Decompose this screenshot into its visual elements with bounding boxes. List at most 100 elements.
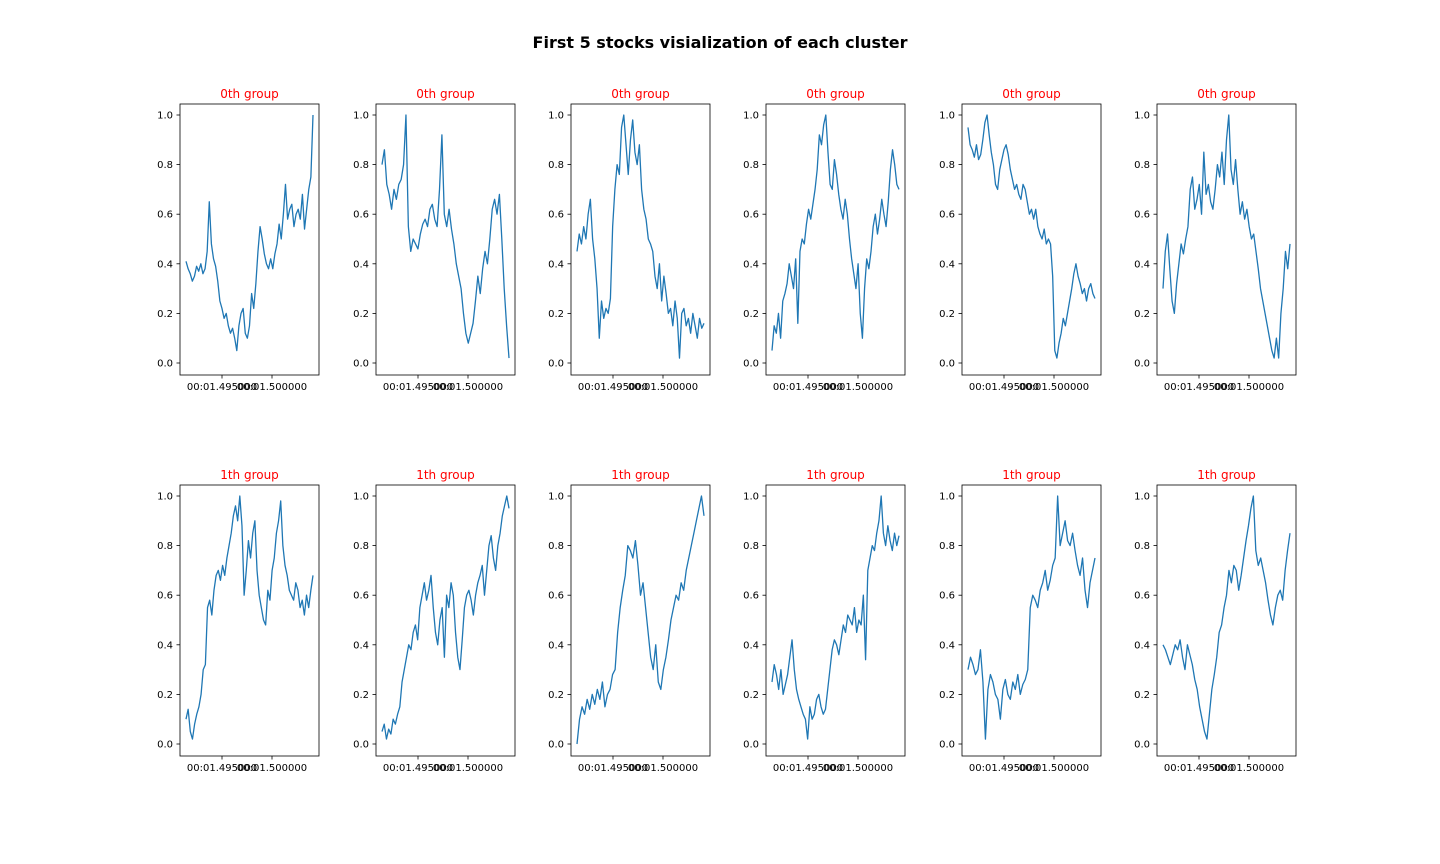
y-tick-label: 0.4 [157, 640, 173, 651]
y-tick-label: 0.2 [939, 690, 955, 701]
axes: 0th group 0.0 0.2 0.4 0.6 0.8 1.0 00:01.4950000… [548, 87, 711, 393]
subplot-title: 0th group [806, 87, 865, 101]
y-tick-label: 0.6 [548, 591, 564, 602]
axes: 0th group 0.0 0.2 0.4 0.6 0.8 1.0 00:01.4950000… [1134, 87, 1297, 393]
y-tick-label: 0.4 [1134, 259, 1150, 270]
y-tick-label: 0.6 [1134, 210, 1150, 221]
subplot-title: 1th group [1197, 468, 1256, 482]
y-tick-label: 0.4 [353, 640, 369, 651]
x-tick-label: 00:01.500000 [823, 763, 893, 774]
series-line [771, 114, 900, 351]
subplot-title: 1th group [220, 468, 279, 482]
y-tick-label: 0.2 [548, 690, 564, 701]
y-tick-label: 0.0 [157, 740, 173, 751]
figure-title: First 5 stocks visialization of each clu… [532, 33, 908, 52]
y-tick-label: 0.8 [743, 160, 759, 171]
x-tick-label: 00:01.495000 [383, 763, 453, 774]
axes-frame [375, 484, 516, 757]
series-line [576, 495, 705, 745]
subplot-1-3: 1th group 0.0 0.2 0.4 0.6 0.8 1.0 00:01.495000 0… [736, 463, 906, 774]
y-tick-label: 0.4 [743, 259, 759, 270]
y-tick-label: 1.0 [1134, 492, 1150, 503]
subplot-title: 0th group [220, 87, 279, 101]
y-tick-label: 1.0 [353, 111, 369, 122]
subplot-title: 1th group [611, 468, 670, 482]
x-tick-label: 00:01.495000 [969, 763, 1039, 774]
x-tick-label: 00:01.495000 [187, 382, 257, 393]
y-tick-label: 0.2 [157, 690, 173, 701]
y-tick-label: 0.4 [939, 640, 955, 651]
axes: 0th group 0.0 0.2 0.4 0.6 0.8 1.0 00:01.4950000… [743, 87, 906, 393]
y-tick-label: 0.6 [157, 210, 173, 221]
x-tick-label: 00:01.500000 [1019, 382, 1089, 393]
series-line [967, 114, 1096, 359]
y-tick-label: 0.2 [353, 309, 369, 320]
axes-frame [961, 103, 1102, 376]
x-tick-label: 00:01.500000 [628, 763, 698, 774]
subplot-svg: 1th group 0.0 0.2 0.4 0.6 0.8 1.0 00:01.4950000… [1134, 468, 1297, 774]
y-tick-label: 0.4 [939, 259, 955, 270]
axes-frame [375, 103, 516, 376]
y-tick-label: 0.8 [353, 541, 369, 552]
y-tick-label: 0.0 [548, 740, 564, 751]
x-tick-label: 00:01.500000 [1214, 763, 1284, 774]
x-tick-label: 00:01.500000 [433, 382, 503, 393]
subplot-svg: 0th group 0.0 0.2 0.4 0.6 0.8 1.0 00:01.4950000… [353, 87, 516, 393]
series-line [771, 495, 900, 740]
x-tick-label: 00:01.495000 [1164, 763, 1234, 774]
y-tick-label: 0.4 [157, 259, 173, 270]
y-tick-label: 0.2 [353, 690, 369, 701]
axes-frame [1156, 103, 1297, 376]
subplot-0-0: 0th group 0.0 0.2 0.4 0.6 0.8 1.0 00:01.495000 0… [150, 82, 320, 393]
y-tick-label: 1.0 [743, 492, 759, 503]
y-tick-label: 0.8 [548, 160, 564, 171]
axes: 1th group 0.0 0.2 0.4 0.6 0.8 1.0 00:01.4950000… [548, 468, 711, 774]
axes: 0th group 0.0 0.2 0.4 0.6 0.8 1.0 00:01.4950000… [353, 87, 516, 393]
series-line [185, 114, 314, 352]
y-tick-label: 0.2 [157, 309, 173, 320]
y-tick-label: 0.4 [743, 640, 759, 651]
axes: 0th group 0.0 0.2 0.4 0.6 0.8 1.0 00:01.4950000… [939, 87, 1102, 393]
x-tick-label: 00:01.495000 [773, 763, 843, 774]
y-tick-label: 0.2 [1134, 309, 1150, 320]
y-tick-label: 0.0 [548, 359, 564, 370]
subplot-svg: 1th group 0.0 0.2 0.4 0.6 0.8 1.0 00:01.4950000… [548, 468, 711, 774]
y-tick-label: 0.8 [1134, 160, 1150, 171]
y-tick-label: 0.2 [1134, 690, 1150, 701]
series-line [381, 495, 510, 740]
subplot-1-2: 1th group 0.0 0.2 0.4 0.6 0.8 1.0 00:01.495000 0… [541, 463, 711, 774]
subplot-1-4: 1th group 0.0 0.2 0.4 0.6 0.8 1.0 00:01.495000 0… [932, 463, 1102, 774]
y-tick-label: 0.0 [939, 359, 955, 370]
x-tick-label: 00:01.495000 [187, 763, 257, 774]
x-tick-label: 00:01.495000 [969, 382, 1039, 393]
x-tick-label: 00:01.500000 [1214, 382, 1284, 393]
y-tick-label: 0.2 [939, 309, 955, 320]
axes-frame [179, 484, 320, 757]
axes-frame [570, 103, 711, 376]
subplot-0-1: 0th group 0.0 0.2 0.4 0.6 0.8 1.0 00:01.495000 0… [346, 82, 516, 393]
y-tick-label: 1.0 [548, 111, 564, 122]
series-line [1162, 495, 1291, 740]
axes-frame [961, 484, 1102, 757]
subplot-title: 0th group [611, 87, 670, 101]
y-tick-label: 0.6 [743, 210, 759, 221]
subplot-svg: 1th group 0.0 0.2 0.4 0.6 0.8 1.0 00:01.4950000… [743, 468, 906, 774]
y-tick-label: 0.8 [353, 160, 369, 171]
axes-frame [765, 103, 906, 376]
subplot-title: 1th group [1002, 468, 1061, 482]
axes-frame [1156, 484, 1297, 757]
y-tick-label: 0.8 [157, 541, 173, 552]
y-tick-label: 0.6 [939, 591, 955, 602]
series-line [185, 495, 314, 740]
series-line [1162, 114, 1291, 359]
x-tick-label: 00:01.495000 [773, 382, 843, 393]
y-tick-label: 0.2 [743, 690, 759, 701]
axes: 1th group 0.0 0.2 0.4 0.6 0.8 1.0 00:01.4950000… [353, 468, 516, 774]
series-line [381, 114, 510, 359]
subplot-1-0: 1th group 0.0 0.2 0.4 0.6 0.8 1.0 00:01.495000 0… [150, 463, 320, 774]
y-tick-label: 0.4 [548, 259, 564, 270]
y-tick-label: 0.6 [353, 210, 369, 221]
axes: 1th group 0.0 0.2 0.4 0.6 0.8 1.0 00:01.4950000… [743, 468, 906, 774]
subplot-title: 1th group [806, 468, 865, 482]
axes: 1th group 0.0 0.2 0.4 0.6 0.8 1.0 00:01.4950000… [939, 468, 1102, 774]
